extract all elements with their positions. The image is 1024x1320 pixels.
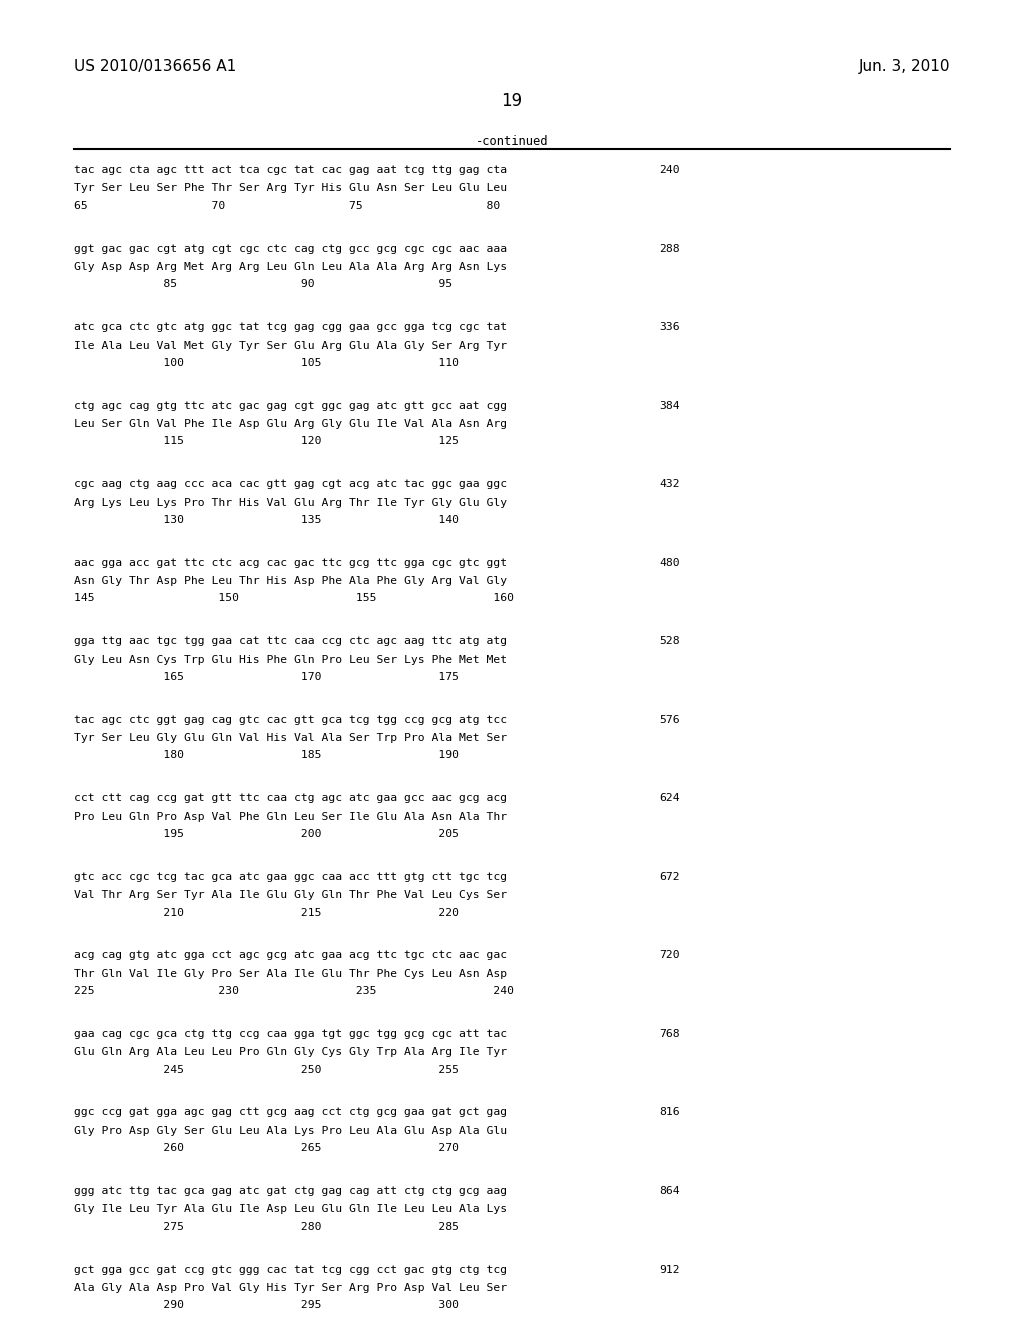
Text: 180                 185                 190: 180 185 190: [74, 750, 459, 760]
Text: acg cag gtg atc gga cct agc gcg atc gaa acg ttc tgc ctc aac gac: acg cag gtg atc gga cct agc gcg atc gaa …: [74, 950, 507, 961]
Text: Gly Ile Leu Tyr Ala Glu Ile Asp Leu Glu Gln Ile Leu Leu Ala Lys: Gly Ile Leu Tyr Ala Glu Ile Asp Leu Glu …: [74, 1204, 507, 1214]
Text: US 2010/0136656 A1: US 2010/0136656 A1: [74, 59, 236, 74]
Text: 210                 215                 220: 210 215 220: [74, 908, 459, 917]
Text: atc gca ctc gtc atg ggc tat tcg gag cgg gaa gcc gga tcg cgc tat: atc gca ctc gtc atg ggc tat tcg gag cgg …: [74, 322, 507, 333]
Text: ggt gac gac cgt atg cgt cgc ctc cag ctg gcc gcg cgc cgc aac aaa: ggt gac gac cgt atg cgt cgc ctc cag ctg …: [74, 243, 507, 253]
Text: 336: 336: [659, 322, 680, 333]
Text: Gly Leu Asn Cys Trp Glu His Phe Gln Pro Leu Ser Lys Phe Met Met: Gly Leu Asn Cys Trp Glu His Phe Gln Pro …: [74, 655, 507, 665]
Text: 480: 480: [659, 557, 680, 568]
Text: Pro Leu Gln Pro Asp Val Phe Gln Leu Ser Ile Glu Ala Asn Ala Thr: Pro Leu Gln Pro Asp Val Phe Gln Leu Ser …: [74, 812, 507, 822]
Text: -continued: -continued: [476, 135, 548, 148]
Text: Gly Asp Asp Arg Met Arg Arg Leu Gln Leu Ala Ala Arg Arg Asn Lys: Gly Asp Asp Arg Met Arg Arg Leu Gln Leu …: [74, 261, 507, 272]
Text: tac agc ctc ggt gag cag gtc cac gtt gca tcg tgg ccg gcg atg tcc: tac agc ctc ggt gag cag gtc cac gtt gca …: [74, 715, 507, 725]
Text: Tyr Ser Leu Gly Glu Gln Val His Val Ala Ser Trp Pro Ala Met Ser: Tyr Ser Leu Gly Glu Gln Val His Val Ala …: [74, 734, 507, 743]
Text: 260                 265                 270: 260 265 270: [74, 1143, 459, 1154]
Text: Gly Pro Asp Gly Ser Glu Leu Ala Lys Pro Leu Ala Glu Asp Ala Glu: Gly Pro Asp Gly Ser Glu Leu Ala Lys Pro …: [74, 1126, 507, 1137]
Text: gtc acc cgc tcg tac gca atc gaa ggc caa acc ttt gtg ctt tgc tcg: gtc acc cgc tcg tac gca atc gaa ggc caa …: [74, 871, 507, 882]
Text: gct gga gcc gat ccg gtc ggg cac tat tcg cgg cct gac gtg ctg tcg: gct gga gcc gat ccg gtc ggg cac tat tcg …: [74, 1265, 507, 1275]
Text: Glu Gln Arg Ala Leu Leu Pro Gln Gly Cys Gly Trp Ala Arg Ile Tyr: Glu Gln Arg Ala Leu Leu Pro Gln Gly Cys …: [74, 1048, 507, 1057]
Text: 19: 19: [502, 92, 522, 111]
Text: 275                 280                 285: 275 280 285: [74, 1222, 459, 1232]
Text: 165                 170                 175: 165 170 175: [74, 672, 459, 682]
Text: gga ttg aac tgc tgg gaa cat ttc caa ccg ctc agc aag ttc atg atg: gga ttg aac tgc tgg gaa cat ttc caa ccg …: [74, 636, 507, 647]
Text: gaa cag cgc gca ctg ttg ccg caa gga tgt ggc tgg gcg cgc att tac: gaa cag cgc gca ctg ttg ccg caa gga tgt …: [74, 1030, 507, 1039]
Text: tac agc cta agc ttt act tca cgc tat cac gag aat tcg ttg gag cta: tac agc cta agc ttt act tca cgc tat cac …: [74, 165, 507, 176]
Text: cct ctt cag ccg gat gtt ttc caa ctg agc atc gaa gcc aac gcg acg: cct ctt cag ccg gat gtt ttc caa ctg agc …: [74, 793, 507, 804]
Text: Tyr Ser Leu Ser Phe Thr Ser Arg Tyr His Glu Asn Ser Leu Glu Leu: Tyr Ser Leu Ser Phe Thr Ser Arg Tyr His …: [74, 183, 507, 194]
Text: 85                  90                  95: 85 90 95: [74, 280, 452, 289]
Text: Arg Lys Leu Lys Pro Thr His Val Glu Arg Thr Ile Tyr Gly Glu Gly: Arg Lys Leu Lys Pro Thr His Val Glu Arg …: [74, 498, 507, 508]
Text: 145                  150                 155                 160: 145 150 155 160: [74, 594, 514, 603]
Text: ctg agc cag gtg ttc atc gac gag cgt ggc gag atc gtt gcc aat cgg: ctg agc cag gtg ttc atc gac gag cgt ggc …: [74, 401, 507, 411]
Text: 720: 720: [659, 950, 680, 961]
Text: 816: 816: [659, 1107, 680, 1118]
Text: 912: 912: [659, 1265, 680, 1275]
Text: 115                 120                 125: 115 120 125: [74, 436, 459, 446]
Text: Ala Gly Ala Asp Pro Val Gly His Tyr Ser Arg Pro Asp Val Leu Ser: Ala Gly Ala Asp Pro Val Gly His Tyr Ser …: [74, 1283, 507, 1294]
Text: 240: 240: [659, 165, 680, 176]
Text: Jun. 3, 2010: Jun. 3, 2010: [859, 59, 950, 74]
Text: 624: 624: [659, 793, 680, 804]
Text: 768: 768: [659, 1030, 680, 1039]
Text: 130                 135                 140: 130 135 140: [74, 515, 459, 525]
Text: aac gga acc gat ttc ctc acg cac gac ttc gcg ttc gga cgc gtc ggt: aac gga acc gat ttc ctc acg cac gac ttc …: [74, 557, 507, 568]
Text: 672: 672: [659, 871, 680, 882]
Text: Ile Ala Leu Val Met Gly Tyr Ser Glu Arg Glu Ala Gly Ser Arg Tyr: Ile Ala Leu Val Met Gly Tyr Ser Glu Arg …: [74, 341, 507, 351]
Text: 528: 528: [659, 636, 680, 647]
Text: Val Thr Arg Ser Tyr Ala Ile Glu Gly Gln Thr Phe Val Leu Cys Ser: Val Thr Arg Ser Tyr Ala Ile Glu Gly Gln …: [74, 890, 507, 900]
Text: 195                 200                 205: 195 200 205: [74, 829, 459, 840]
Text: 290                 295                 300: 290 295 300: [74, 1300, 459, 1311]
Text: ggg atc ttg tac gca gag atc gat ctg gag cag att ctg ctg gcg aag: ggg atc ttg tac gca gag atc gat ctg gag …: [74, 1185, 507, 1196]
Text: 288: 288: [659, 243, 680, 253]
Text: Thr Gln Val Ile Gly Pro Ser Ala Ile Glu Thr Phe Cys Leu Asn Asp: Thr Gln Val Ile Gly Pro Ser Ala Ile Glu …: [74, 969, 507, 979]
Text: 576: 576: [659, 715, 680, 725]
Text: Asn Gly Thr Asp Phe Leu Thr His Asp Phe Ala Phe Gly Arg Val Gly: Asn Gly Thr Asp Phe Leu Thr His Asp Phe …: [74, 576, 507, 586]
Text: ggc ccg gat gga agc gag ctt gcg aag cct ctg gcg gaa gat gct gag: ggc ccg gat gga agc gag ctt gcg aag cct …: [74, 1107, 507, 1118]
Text: cgc aag ctg aag ccc aca cac gtt gag cgt acg atc tac ggc gaa ggc: cgc aag ctg aag ccc aca cac gtt gag cgt …: [74, 479, 507, 490]
Text: 432: 432: [659, 479, 680, 490]
Text: 225                  230                 235                 240: 225 230 235 240: [74, 986, 514, 997]
Text: 864: 864: [659, 1185, 680, 1196]
Text: Leu Ser Gln Val Phe Ile Asp Glu Arg Gly Glu Ile Val Ala Asn Arg: Leu Ser Gln Val Phe Ile Asp Glu Arg Gly …: [74, 420, 507, 429]
Text: 245                 250                 255: 245 250 255: [74, 1064, 459, 1074]
Text: 384: 384: [659, 401, 680, 411]
Text: 100                 105                 110: 100 105 110: [74, 358, 459, 368]
Text: 65                  70                  75                  80: 65 70 75 80: [74, 201, 500, 211]
